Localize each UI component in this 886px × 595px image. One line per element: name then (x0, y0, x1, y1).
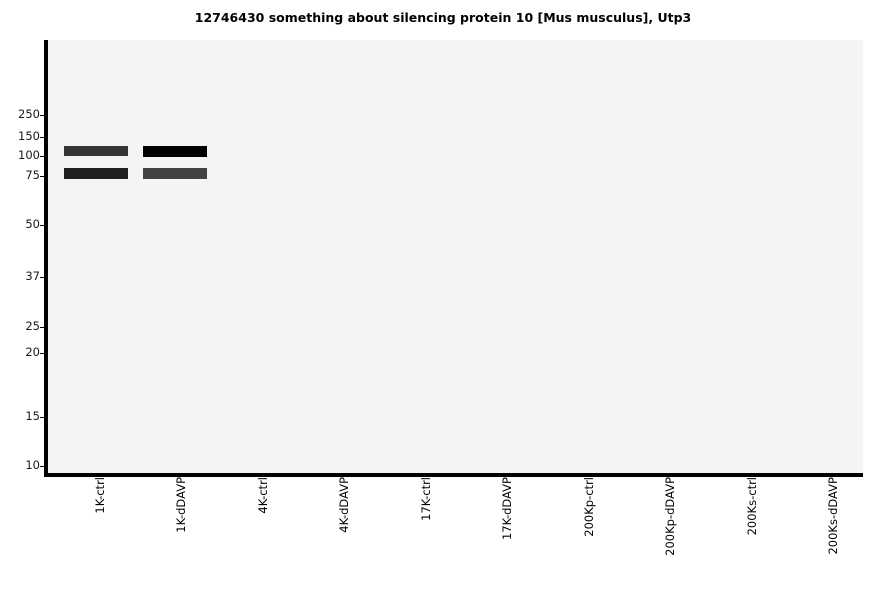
y-tick-label: 50 (25, 217, 40, 231)
y-tick-mark (40, 353, 45, 354)
x-tick-label: 200Ks-dDAVP (826, 477, 841, 555)
blot-band (143, 168, 207, 179)
y-tick-mark (40, 327, 45, 328)
y-tick-label: 25 (25, 319, 40, 333)
x-tick-label: 200Kp-ctrl (581, 477, 596, 537)
x-axis-tick-labels: 1K-ctrl 1K-dDAVP 4K-ctrl 4K-dDAVP 17K-ctrl 17… (0, 477, 886, 595)
y-axis-tick-labels: 250 150 100 75 50 37 25 20 15 10 (0, 0, 45, 595)
y-tick-mark (40, 176, 45, 177)
y-tick-mark (40, 156, 45, 157)
y-tick-mark (40, 466, 45, 467)
blot-band (143, 146, 207, 157)
y-tick-mark (40, 417, 45, 418)
plot-area (48, 40, 863, 475)
y-tick-label: 37 (25, 269, 40, 283)
x-tick-label: 1K-dDAVP (174, 477, 189, 533)
y-tick-label: 10 (25, 458, 40, 472)
y-tick-label: 100 (18, 148, 40, 162)
y-tick-mark (40, 137, 45, 138)
x-axis-line (44, 473, 863, 477)
x-tick-label: 4K-ctrl (255, 477, 270, 514)
blot-band (64, 168, 128, 179)
x-tick-label: 200Kp-dDAVP (663, 477, 678, 556)
y-axis-line (44, 40, 48, 477)
y-tick-label: 150 (18, 129, 40, 143)
page-title: 12746430 something about silencing prote… (194, 10, 692, 25)
x-tick-label: 1K-ctrl (92, 477, 107, 514)
y-tick-mark (40, 225, 45, 226)
x-tick-label: 200Ks-ctrl (744, 477, 759, 536)
x-tick-label: 17K-ctrl (418, 477, 433, 521)
y-tick-mark (40, 277, 45, 278)
y-tick-label: 20 (25, 345, 40, 359)
y-tick-label: 250 (18, 107, 40, 121)
y-tick-label: 15 (25, 409, 40, 423)
y-tick-mark (40, 115, 45, 116)
x-tick-label: 17K-dDAVP (500, 477, 515, 541)
blot-band (64, 146, 128, 156)
x-tick-label: 4K-dDAVP (337, 477, 352, 533)
y-tick-label: 75 (25, 168, 40, 182)
